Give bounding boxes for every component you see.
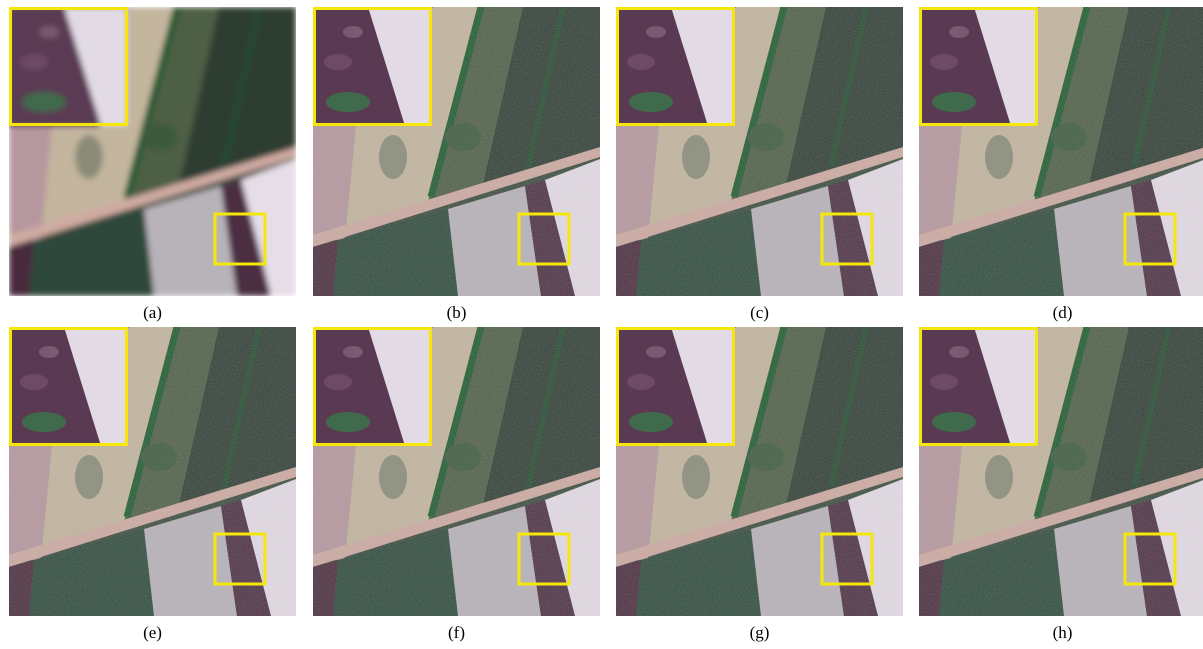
image-panel: (c) <box>616 7 903 322</box>
image-panel: (g) <box>616 327 903 642</box>
panel-label: (a) <box>143 303 162 322</box>
zoom-inset <box>9 327 127 446</box>
figure: (a) (b) (c) (d) (e) (f) (g) (h) <box>0 0 1203 649</box>
image-panel: (f) <box>313 327 600 642</box>
satellite-image <box>919 7 1203 296</box>
zoom-inset <box>313 7 431 126</box>
panel-label: (c) <box>750 303 769 322</box>
panel-label: (h) <box>1053 623 1073 642</box>
zoom-inset <box>616 327 734 446</box>
panel-grid: (a) (b) (c) (d) (e) (f) (g) (h) <box>9 7 1203 642</box>
panel-label: (d) <box>1053 303 1073 322</box>
panel-label: (g) <box>750 623 770 642</box>
zoom-inset <box>919 327 1037 446</box>
panel-label: (e) <box>143 623 162 642</box>
satellite-image <box>313 7 600 296</box>
panel-label: (b) <box>447 303 467 322</box>
zoom-inset <box>9 7 127 126</box>
zoom-inset <box>919 7 1037 126</box>
image-panel: (e) <box>9 327 296 642</box>
satellite-image <box>9 327 296 616</box>
zoom-inset <box>616 7 734 126</box>
panel-label: (f) <box>448 623 465 642</box>
image-panel: (h) <box>919 327 1203 642</box>
satellite-image <box>9 7 296 296</box>
image-panel: (a) <box>9 7 296 322</box>
satellite-image <box>616 327 903 616</box>
zoom-inset <box>313 327 431 446</box>
satellite-image <box>313 327 600 616</box>
image-panel: (b) <box>313 7 600 322</box>
image-panel: (d) <box>919 7 1203 322</box>
satellite-image <box>616 7 903 296</box>
satellite-image <box>919 327 1203 616</box>
